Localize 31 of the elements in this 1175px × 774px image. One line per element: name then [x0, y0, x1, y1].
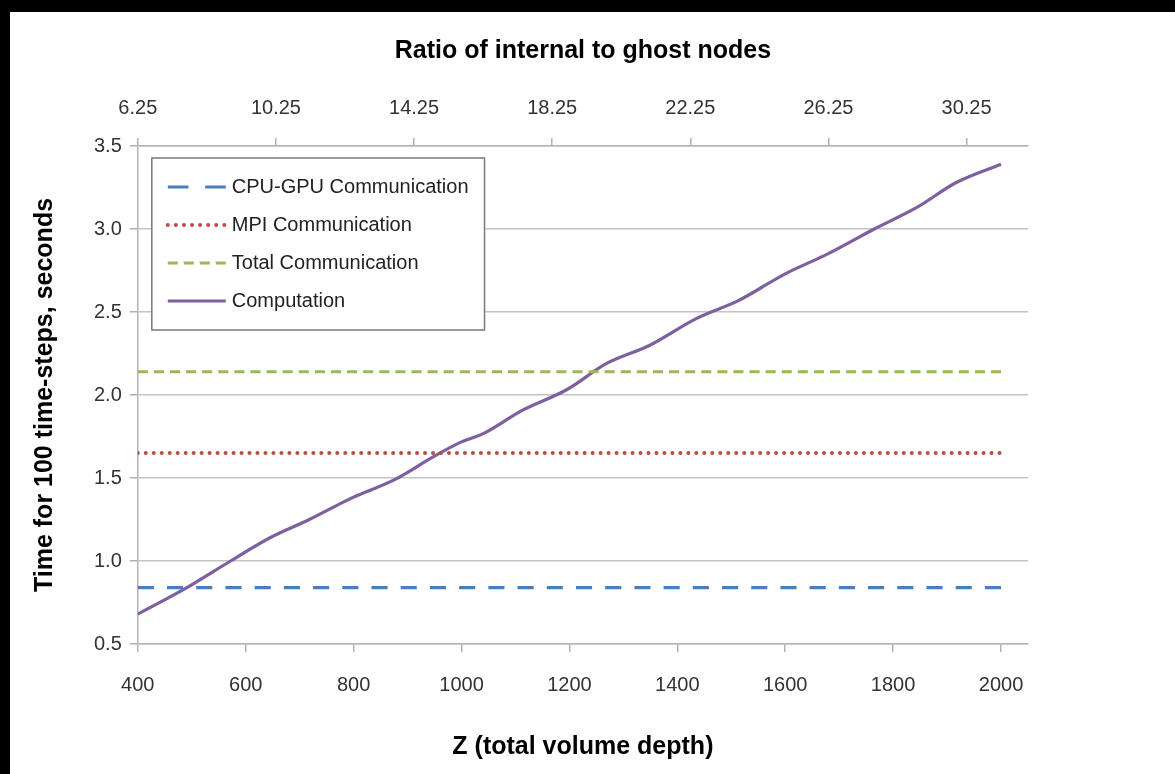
x-tick-label: 2000 [978, 672, 1024, 695]
x-tick-label: 1400 [655, 672, 700, 695]
x2-tick-label: 14.25 [389, 95, 440, 118]
x-tick-label: 400 [121, 672, 155, 695]
x-tick-label: 600 [229, 672, 263, 695]
x-tick-label: 1600 [762, 672, 808, 695]
x2-tick-label: 6.25 [118, 95, 158, 118]
y-tick-label: 1.5 [93, 465, 122, 488]
x2-tick-label: 22.25 [665, 95, 716, 118]
x2-axis-title: Ratio of internal to ghost nodes [394, 34, 772, 63]
line-series [137, 162, 1003, 616]
y-tick-label: 3.0 [93, 216, 122, 239]
x2-tick-label: 30.25 [941, 95, 992, 118]
y-tick-label: 1.0 [93, 548, 122, 571]
y-axis-title: Time for 100 time-steps, seconds [28, 197, 57, 593]
x-axis-title: Z (total volume depth) [452, 730, 714, 759]
legend-label: Computation [231, 288, 346, 311]
x-tick-label: 1000 [439, 672, 484, 695]
legend-label: Total Communication [231, 250, 419, 273]
y-tick-label: 2.0 [93, 382, 122, 405]
x2-tick-label: 18.25 [527, 95, 578, 118]
legend-label: CPU-GPU Communication [231, 174, 469, 197]
y-tick-label: 0.5 [93, 631, 122, 654]
x-tick-label: 1800 [870, 672, 916, 695]
y-tick-label: 3.5 [93, 133, 122, 156]
x-tick-label: 1200 [547, 672, 592, 695]
y-tick-label: 2.5 [93, 299, 122, 322]
x2-tick-label: 26.25 [803, 95, 854, 118]
x-tick-label: 800 [336, 672, 371, 695]
x2-tick-label: 10.25 [250, 95, 301, 118]
legend-label: MPI Communication [231, 212, 412, 235]
